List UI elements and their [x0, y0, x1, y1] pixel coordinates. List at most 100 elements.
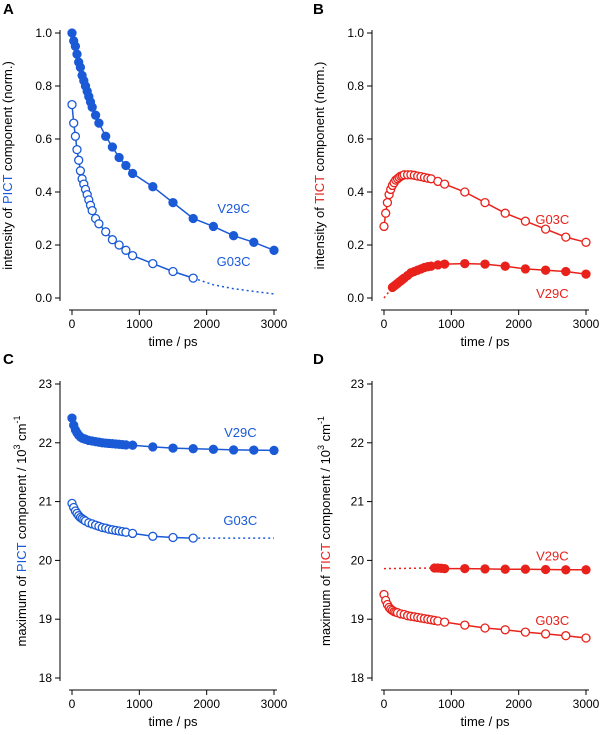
y-tick-label: 0.4: [347, 185, 364, 199]
y-tick-label: 0.2: [35, 238, 52, 252]
data-point: [208, 444, 219, 454]
y-axis-label: intensity of PICT component (norm.): [0, 61, 15, 270]
y-axis-label-part: maximum of: [318, 572, 333, 646]
y-tick-label: 19: [39, 612, 53, 626]
data-point: [127, 168, 138, 179]
data-point: [208, 221, 219, 232]
y-tick-label: 18: [39, 671, 53, 685]
fit-extension-line: [192, 277, 275, 295]
data-point: [94, 118, 104, 128]
data-point: [480, 197, 490, 208]
y-tick-label: 23: [39, 377, 53, 391]
data-point: [249, 237, 259, 247]
y-tick-label: 0.8: [35, 79, 52, 93]
data-point: [75, 62, 86, 73]
data-point: [168, 197, 178, 208]
panel-label: D: [313, 351, 324, 368]
data-point: [520, 264, 531, 274]
data-point: [148, 182, 158, 192]
data-point: [121, 160, 131, 171]
y-tick-label: 20: [39, 553, 53, 567]
y-tick-label: 0.6: [347, 132, 364, 146]
data-point: [107, 142, 118, 152]
data-point: [581, 237, 591, 247]
series-v29c: V29C: [67, 413, 279, 456]
fit-line: [383, 174, 587, 244]
data-point: [74, 155, 84, 165]
data-point: [561, 232, 571, 242]
y-axis-label-part: TICT: [318, 543, 333, 572]
data-point: [540, 265, 551, 275]
data-point: [269, 245, 279, 255]
data-point: [72, 49, 82, 59]
data-point: [101, 131, 111, 141]
data-point: [581, 633, 591, 643]
data-point: [87, 205, 97, 216]
data-point: [69, 118, 79, 128]
data-point: [561, 565, 571, 575]
data-point: [382, 197, 393, 208]
panel-c: C 18 19 20 21 22 23 0 1000 2000 3000 time / ps maxim…: [3, 351, 288, 729]
series-label: V29C: [217, 201, 250, 216]
x-tick-label: 0: [69, 697, 76, 711]
y-axis-label: intensity of TICT component (norm.): [312, 62, 327, 270]
y-axis-label-part: cm: [14, 424, 29, 445]
x-tick-label: 1000: [438, 317, 465, 331]
y-axis-label-part: 3: [12, 444, 22, 449]
x-tick-label: 0: [69, 317, 76, 331]
x-tick-label: 0: [381, 697, 388, 711]
x-axis-label: time / ps: [148, 714, 198, 729]
data-point: [101, 227, 111, 237]
series-label: V29C: [536, 548, 569, 563]
series-label: V29C: [536, 286, 569, 301]
data-point: [540, 564, 551, 575]
data-point: [70, 131, 81, 141]
data-point: [228, 231, 239, 241]
series-label: G03C: [223, 513, 257, 528]
x-tick-label: 2000: [193, 317, 220, 331]
y-tick-label: 0.8: [347, 79, 364, 93]
panel-label: A: [3, 1, 14, 18]
data-point: [439, 179, 450, 189]
y-axis-label-part: component (norm.): [312, 62, 327, 175]
x-tick-label: 2000: [505, 317, 532, 331]
data-point: [148, 531, 158, 541]
data-point: [114, 240, 124, 250]
data-point: [520, 216, 531, 226]
data-point: [500, 208, 510, 218]
y-tick-label: 18: [351, 671, 365, 685]
data-point: [500, 564, 510, 574]
data-point: [87, 102, 97, 112]
data-point: [168, 266, 178, 277]
data-point: [72, 144, 82, 155]
data-point: [121, 245, 131, 255]
fit-extension-line: [383, 567, 435, 570]
data-point: [520, 564, 531, 574]
data-point: [67, 99, 77, 110]
data-point: [269, 445, 279, 456]
data-point: [90, 110, 101, 120]
data-point: [249, 445, 259, 455]
data-point: [561, 631, 571, 641]
fit-line: [71, 32, 275, 251]
data-point: [67, 28, 77, 38]
series-v29c: V29C: [383, 548, 591, 575]
series-g03c: G03C: [379, 589, 591, 643]
series-label: G03C: [535, 212, 569, 227]
data-point: [540, 224, 551, 234]
series-label: V29C: [224, 425, 257, 440]
data-point: [188, 213, 198, 224]
data-point: [460, 187, 470, 197]
data-point: [70, 41, 81, 51]
panel-d: D 18 19 20 21 22 23 0 1000 2000 3000 time / ps maxim…: [313, 351, 600, 729]
y-tick-label: 0.6: [35, 132, 52, 146]
series-g03c: G03C: [67, 99, 275, 295]
data-point: [439, 563, 450, 574]
data-point: [581, 565, 591, 575]
data-point: [75, 166, 86, 176]
data-point: [460, 563, 470, 574]
x-tick-label: 3000: [261, 697, 288, 711]
data-point: [460, 258, 470, 269]
x-axis-label: time / ps: [148, 334, 198, 349]
y-tick-label: 1.0: [35, 26, 52, 40]
